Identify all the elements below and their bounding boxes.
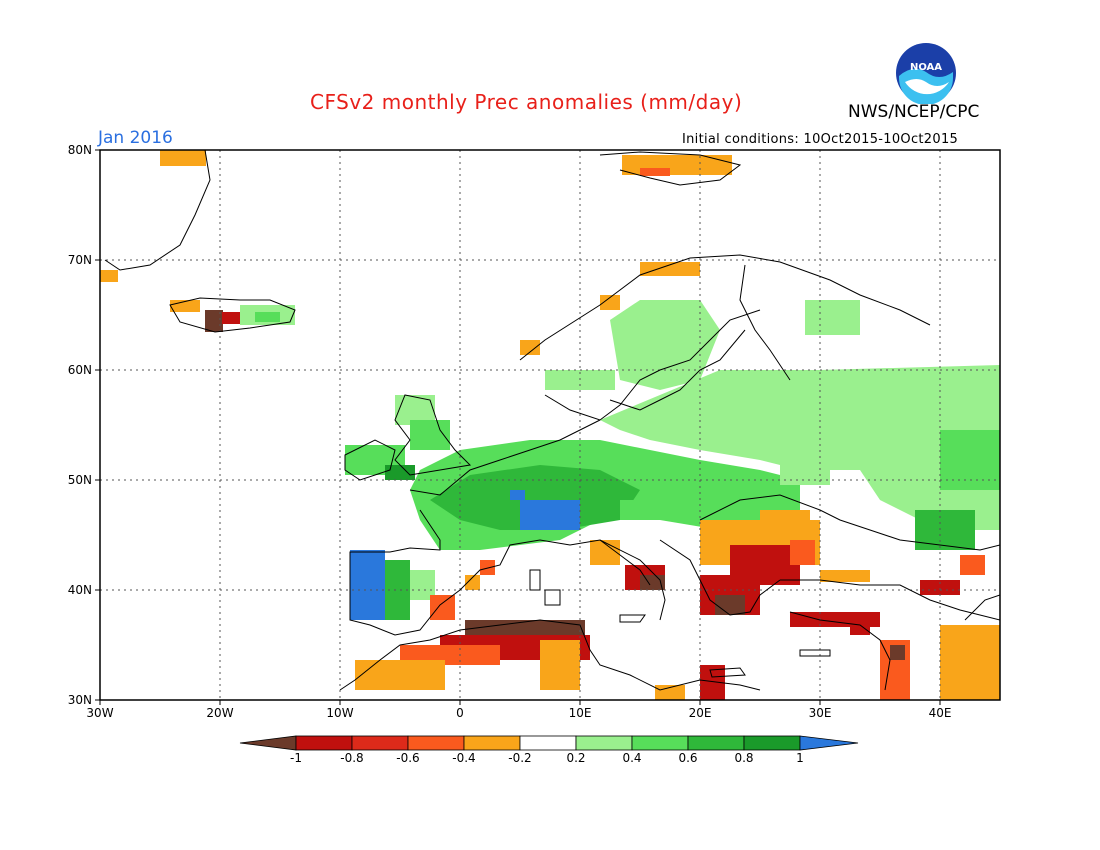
lat-label-50n: 50N <box>67 473 92 487</box>
colorbar-label: 0.4 <box>622 751 642 765</box>
lon-label-10w: 10W <box>326 706 354 720</box>
colorbar-arrow-low <box>239 735 297 751</box>
lat-label-30n: 30N <box>67 693 92 707</box>
lat-label-60n: 60N <box>67 363 92 377</box>
map-frame <box>99 149 1001 701</box>
colorbar-swatch <box>295 735 353 751</box>
lon-label-10e: 10E <box>568 706 592 720</box>
colorbar-swatch <box>743 735 801 751</box>
colorbar <box>239 735 859 751</box>
lon-label-30w: 30W <box>86 706 114 720</box>
colorbar-label: -0.8 <box>340 751 364 765</box>
colorbar-label: -1 <box>290 751 302 765</box>
colorbar-label: 1 <box>796 751 804 765</box>
initial-conditions-label: Initial conditions: 10Oct2015-10Oct2015 <box>682 132 959 147</box>
colorbar-swatch <box>575 735 633 751</box>
colorbar-swatch <box>631 735 689 751</box>
colorbar-label: -0.2 <box>508 751 532 765</box>
lon-label-40e: 40E <box>928 706 952 720</box>
lon-label-0: 0 <box>456 706 464 720</box>
colorbar-label: -0.6 <box>396 751 420 765</box>
valid-month-label: Jan 2016 <box>98 128 173 148</box>
axis-ticks <box>95 149 941 705</box>
colorbar-swatch <box>351 735 409 751</box>
anomaly-shading <box>100 150 1000 700</box>
colorbar-swatch <box>407 735 465 751</box>
colorbar-label: -0.4 <box>452 751 476 765</box>
colorbar-arrow-high <box>799 735 859 751</box>
colorbar-label: 0.8 <box>734 751 754 765</box>
lon-label-30e: 30E <box>808 706 832 720</box>
lat-label-80n: 80N <box>67 143 92 157</box>
colorbar-label: 0.6 <box>678 751 698 765</box>
colorbar-swatch <box>687 735 745 751</box>
coastlines <box>104 150 1000 691</box>
chart-title: CFSv2 monthly Prec anomalies (mm/day) <box>310 90 743 114</box>
lat-label-70n: 70N <box>67 253 92 267</box>
lat-label-40n: 40N <box>67 583 92 597</box>
lon-label-20w: 20W <box>206 706 234 720</box>
agency-label: NWS/NCEP/CPC <box>848 102 980 122</box>
noaa-logo: NOAA <box>896 43 956 104</box>
lon-label-20e: 20E <box>688 706 712 720</box>
noaa-logo-text: NOAA <box>910 62 942 73</box>
colorbar-label: 0.2 <box>566 751 586 765</box>
colorbar-swatch <box>519 735 577 751</box>
colorbar-swatch <box>463 735 521 751</box>
